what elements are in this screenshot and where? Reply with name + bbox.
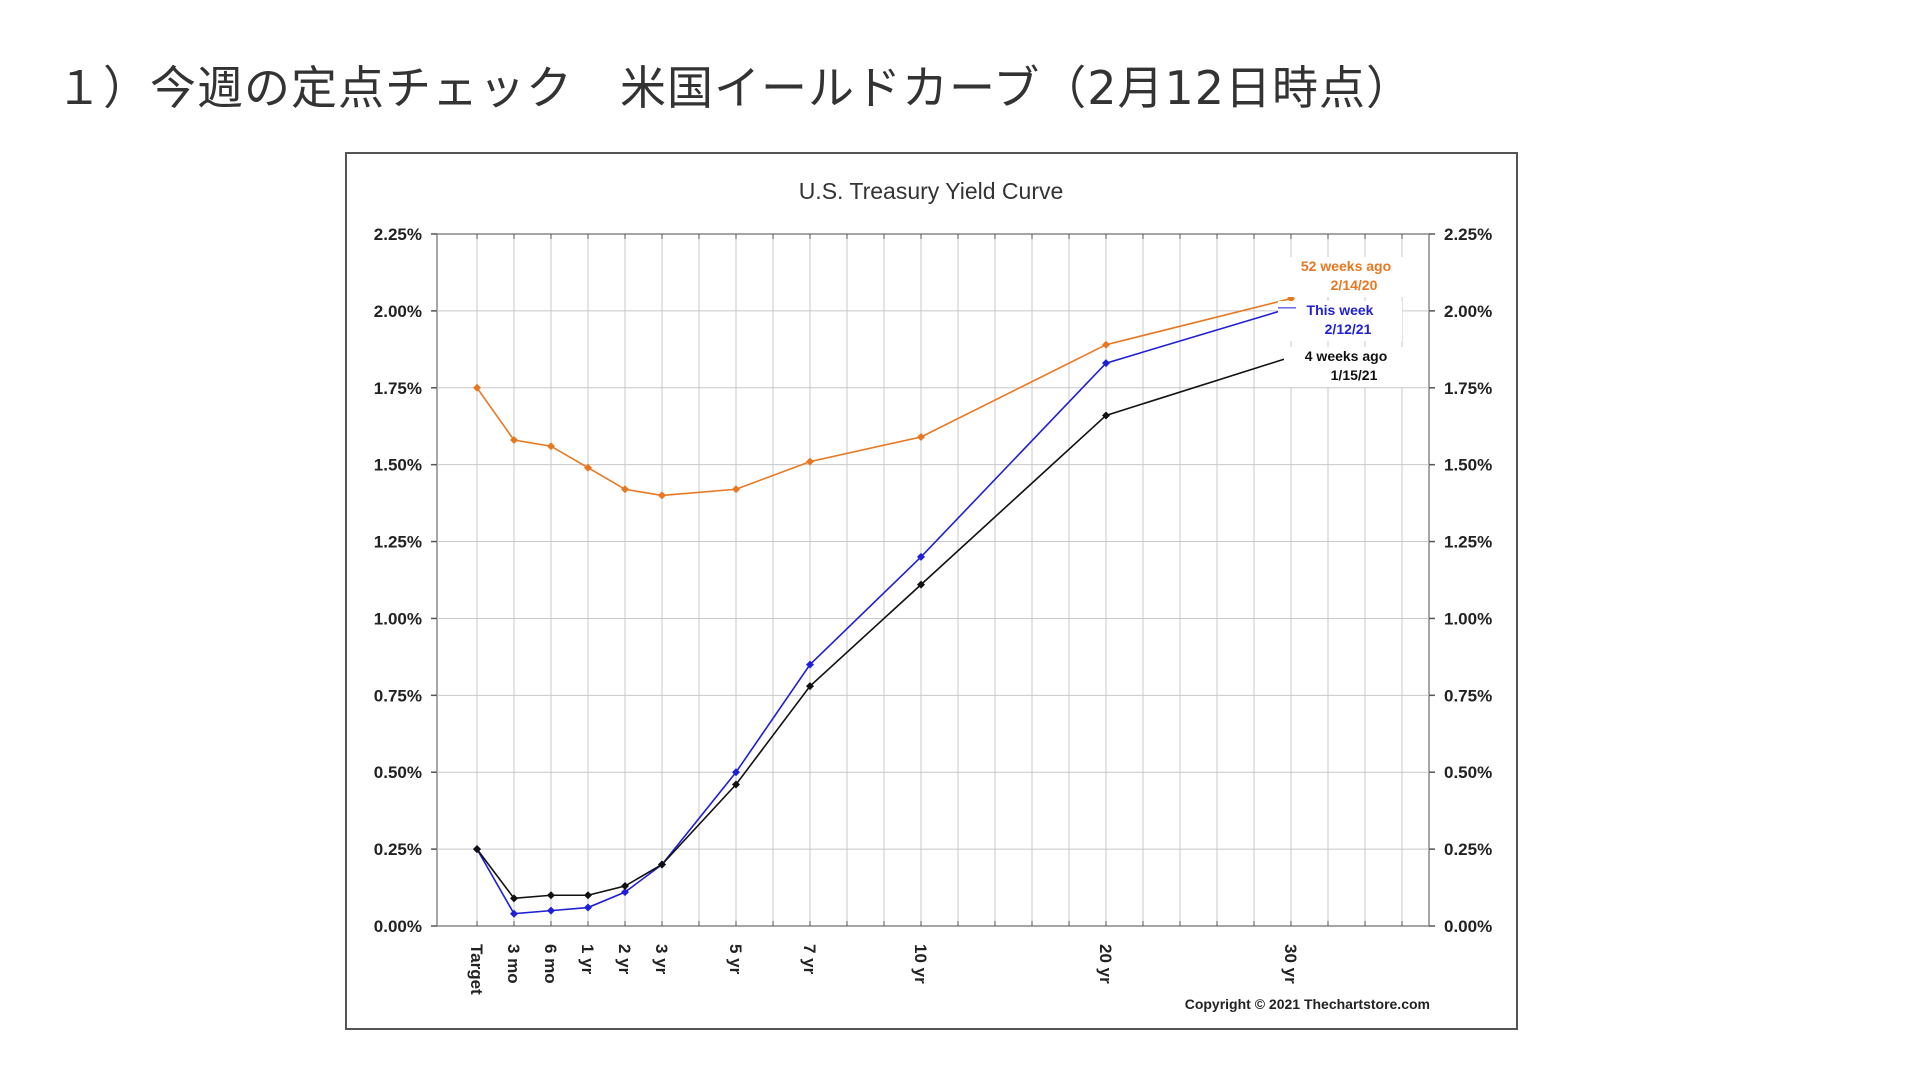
y-tick-label-left: 1.25% [374, 533, 422, 552]
y-tick-label-left: 0.75% [374, 686, 422, 705]
chart-frame: U.S. Treasury Yield Curve 0.00% 0.00% 0.25… [345, 152, 1518, 1030]
x-category-label: Target [467, 944, 486, 995]
data-point-marker [510, 909, 518, 918]
data-point-marker [917, 432, 925, 441]
y-tick-label-right: 0.25% [1444, 840, 1492, 859]
data-point-marker [1102, 411, 1110, 420]
y-tick-label-left: 2.25% [374, 225, 422, 244]
legend-background [1284, 347, 1408, 387]
data-point-marker [547, 906, 555, 915]
y-tick-label-left: 0.00% [374, 917, 422, 936]
data-point-marker [917, 552, 925, 561]
legend-series-name: 52 weeks ago [1301, 258, 1391, 274]
data-point-marker [806, 660, 814, 669]
copyright-note: Copyright © 2021 Thechartstore.com [1185, 996, 1430, 1012]
data-point-marker [658, 860, 666, 869]
data-point-marker [621, 888, 629, 897]
x-category-label: 30 yr [1281, 944, 1300, 984]
data-point-marker [621, 882, 629, 891]
data-point-marker [547, 891, 555, 900]
x-category-label: 3 mo [504, 944, 523, 984]
y-tick-label-right: 1.50% [1444, 456, 1492, 475]
y-tick-label-right: 2.00% [1444, 302, 1492, 321]
data-point-marker [806, 457, 814, 466]
legend-series-date: 2/12/21 [1325, 321, 1372, 337]
data-point-marker [584, 891, 592, 900]
y-tick-label-left: 1.00% [374, 609, 422, 628]
data-point-marker [584, 463, 592, 472]
y-tick-label-left: 0.50% [374, 763, 422, 782]
data-point-marker [917, 580, 925, 589]
y-tick-label-right: 1.00% [1444, 609, 1492, 628]
x-category-label: 5 yr [726, 944, 745, 975]
y-tick-label-right: 1.25% [1444, 533, 1492, 552]
chart-title: U.S. Treasury Yield Curve [799, 178, 1064, 204]
data-point-marker [473, 845, 481, 854]
y-tick-label-left: 1.50% [374, 456, 422, 475]
x-category-label: 6 mo [541, 944, 560, 984]
x-category-label: 1 yr [578, 944, 597, 975]
x-category-label: 20 yr [1096, 944, 1115, 984]
y-tick-label-right: 0.50% [1444, 763, 1492, 782]
legend-series-name: This week [1307, 302, 1374, 318]
x-category-label: 10 yr [911, 944, 930, 984]
data-point-marker [732, 780, 740, 789]
y-tick-label-left: 1.75% [374, 379, 422, 398]
data-point-marker [806, 682, 814, 691]
data-point-marker [1102, 340, 1110, 349]
data-point-marker [621, 485, 629, 494]
x-category-label: 3 yr [652, 944, 671, 975]
data-point-marker [1102, 359, 1110, 368]
y-tick-label-left: 2.00% [374, 302, 422, 321]
legend-background [1278, 301, 1402, 341]
y-tick-label-right: 0.00% [1444, 917, 1492, 936]
y-tick-label-left: 0.25% [374, 840, 422, 859]
legend-background [1284, 257, 1408, 297]
y-tick-label-right: 2.25% [1444, 225, 1492, 244]
legend-series-name: 4 weeks ago [1305, 348, 1388, 364]
legend-series-date: 2/14/20 [1331, 277, 1378, 293]
data-point-marker [732, 485, 740, 494]
data-point-marker [547, 442, 555, 451]
y-tick-label-right: 0.75% [1444, 686, 1492, 705]
data-point-marker [510, 436, 518, 445]
x-category-label: 2 yr [615, 944, 634, 975]
data-point-marker [584, 903, 592, 912]
data-point-marker [510, 894, 518, 903]
y-tick-label-right: 1.75% [1444, 379, 1492, 398]
legend-series-date: 1/15/21 [1331, 367, 1378, 383]
data-point-marker [732, 768, 740, 777]
yield-curve-chart: U.S. Treasury Yield Curve 0.00% 0.00% 0.25… [374, 178, 1492, 1012]
slide-title: １）今週の定点チェック 米国イールドカーブ（2月12日時点） [56, 61, 1414, 115]
data-point-marker [658, 491, 666, 500]
x-category-label: 7 yr [800, 944, 819, 975]
data-point-marker [473, 383, 481, 392]
plot-area [436, 233, 1430, 927]
